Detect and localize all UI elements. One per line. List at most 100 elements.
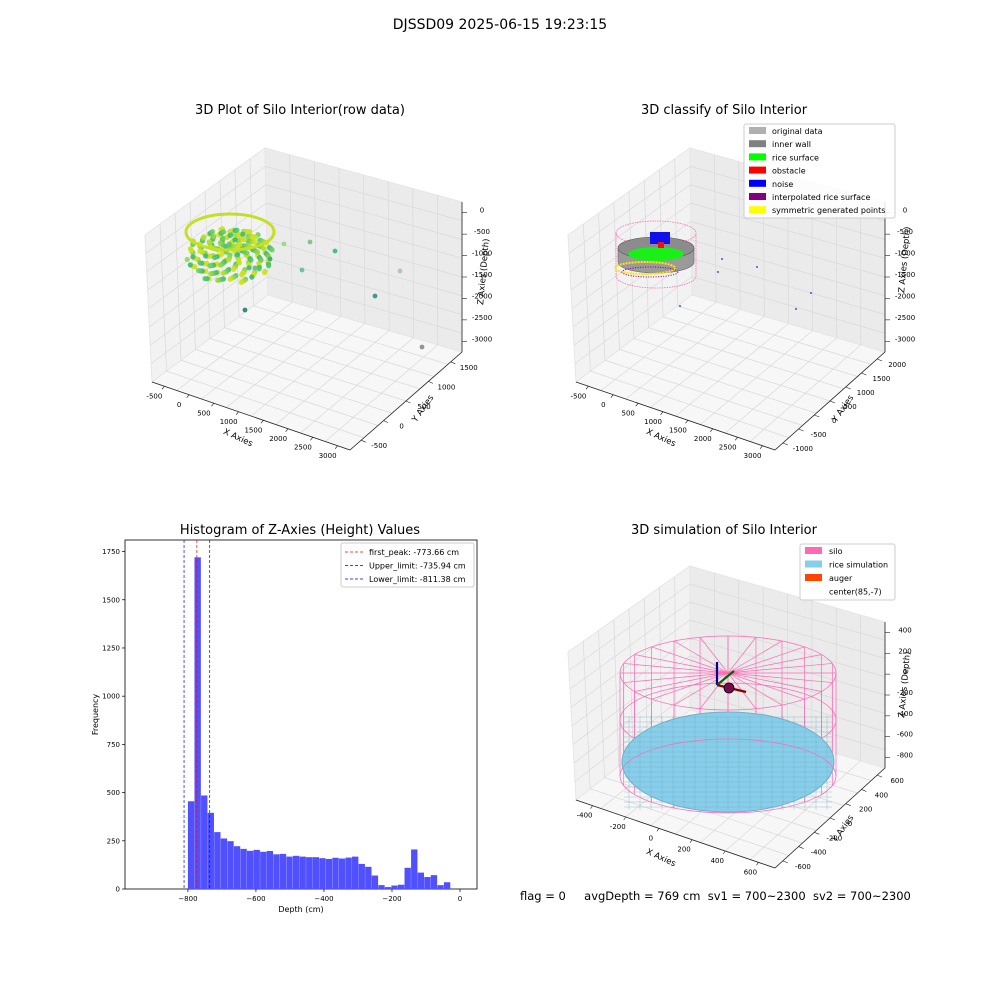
legend-label: Upper_limit: -735.94 cm <box>369 562 466 571</box>
tick-mark <box>334 445 338 449</box>
x-tick-label: 2500 <box>719 443 737 451</box>
tick-mark <box>861 789 867 792</box>
outlier-point <box>397 268 403 274</box>
silo-roof-spoke <box>699 637 729 674</box>
z-tick-label: -1500 <box>472 271 492 279</box>
legend-frame <box>799 543 896 601</box>
y-tick-label: -500 <box>811 431 827 439</box>
x-axis-label: Depth (cm) <box>278 905 323 914</box>
data-point <box>248 257 254 263</box>
tick-mark <box>450 361 456 365</box>
data-point <box>238 279 244 285</box>
histogram-bar <box>325 858 333 889</box>
grid-line <box>224 327 421 390</box>
data-point <box>202 276 208 282</box>
data-point <box>261 246 267 252</box>
tick-mark <box>759 445 763 449</box>
interpolated-surface-points <box>621 266 679 278</box>
tick-mark <box>211 403 215 407</box>
y-tick-label: 1500 <box>102 596 120 604</box>
y-tick-label: -600 <box>795 863 811 871</box>
grid-line <box>250 323 366 417</box>
auger-marker <box>723 682 735 694</box>
interpolated-side <box>615 233 697 289</box>
panel1-title: 3D Plot of Silo Interior(row data) <box>195 103 405 118</box>
tick-mark <box>782 442 788 446</box>
legend: silo rice simulation auger center(85,-7) <box>799 543 896 601</box>
tick-mark <box>814 414 820 418</box>
histogram-bar <box>417 872 425 889</box>
x-tick-label: 500 <box>622 409 635 417</box>
noise-point <box>795 308 797 310</box>
z-tick-label: 200 <box>898 647 911 655</box>
legend-swatch <box>749 206 766 214</box>
x-tick-label: −200 <box>382 895 401 903</box>
plot-area <box>124 539 478 890</box>
tick-mark <box>756 862 759 866</box>
histogram-bar <box>273 854 280 889</box>
tick-mark <box>845 386 851 390</box>
z-tick-label: -1500 <box>895 271 915 279</box>
histogram-bar <box>220 838 228 889</box>
z-tick-label: -200 <box>897 689 913 697</box>
silo-roof-spoke <box>727 663 833 674</box>
y-tick-label: 200 <box>859 806 872 814</box>
data-point <box>242 236 248 242</box>
legend-label: symmetric generated points <box>772 206 885 215</box>
histogram-bar <box>358 863 365 889</box>
tick-mark <box>798 846 804 849</box>
data-point <box>197 248 203 254</box>
x-tick-label: −400 <box>314 895 333 903</box>
x-tick-label: 1500 <box>669 426 687 434</box>
legend-label: interpolated rice surface <box>772 193 870 202</box>
silo-roof-spoke <box>727 637 757 674</box>
grid-line <box>266 221 463 278</box>
data-point <box>217 262 224 268</box>
y-tick-label: -1000 <box>793 445 813 453</box>
z-tick-label: -2000 <box>895 292 915 300</box>
legend-swatch <box>749 140 766 148</box>
data-point <box>247 229 253 235</box>
histogram-bar <box>404 867 411 889</box>
histogram-bar <box>207 812 214 889</box>
x-axis-line <box>575 381 776 451</box>
classified-points <box>614 220 812 310</box>
histogram-bar <box>253 849 260 889</box>
y-tick-label: 1500 <box>873 375 891 383</box>
panel4-title: 3D simulation of Silo Interior <box>631 523 817 538</box>
y-tick-label: 500 <box>843 403 856 411</box>
data-point <box>239 272 245 278</box>
grid-line <box>662 316 858 377</box>
data-point <box>211 233 217 239</box>
legend-swatch <box>805 560 822 568</box>
tick-mark <box>186 394 190 398</box>
data-point <box>255 249 261 255</box>
histogram-bar <box>214 832 221 889</box>
silo-top-ring <box>619 635 837 711</box>
grid-line <box>387 181 390 331</box>
auger-axis-y <box>716 670 735 686</box>
y-tick-label: -200 <box>826 834 842 842</box>
x-tick-label: 0 <box>649 834 653 842</box>
bowl-rim <box>184 212 276 252</box>
y-tick-label: 1500 <box>460 364 478 372</box>
grid-line <box>569 601 691 690</box>
noise-point <box>810 292 812 294</box>
grid-line <box>238 316 435 377</box>
x-tick-label: -400 <box>577 812 593 820</box>
tick-mark <box>660 411 664 415</box>
z-tick-label: -1000 <box>895 250 915 258</box>
data-point <box>207 263 213 269</box>
grid-line <box>689 637 886 696</box>
histogram-bar <box>384 887 392 889</box>
outlier-point <box>332 248 338 254</box>
silo-roof-spoke <box>727 672 833 683</box>
data-point <box>206 239 212 245</box>
histogram-bars <box>187 557 451 889</box>
z-tick-label: -3000 <box>895 335 915 343</box>
tick-mark <box>877 358 883 362</box>
tick-mark <box>428 381 434 384</box>
z-tick-label: -1000 <box>472 250 492 258</box>
symmetric-points <box>614 261 676 275</box>
y-tick-label: -500 <box>371 442 387 450</box>
